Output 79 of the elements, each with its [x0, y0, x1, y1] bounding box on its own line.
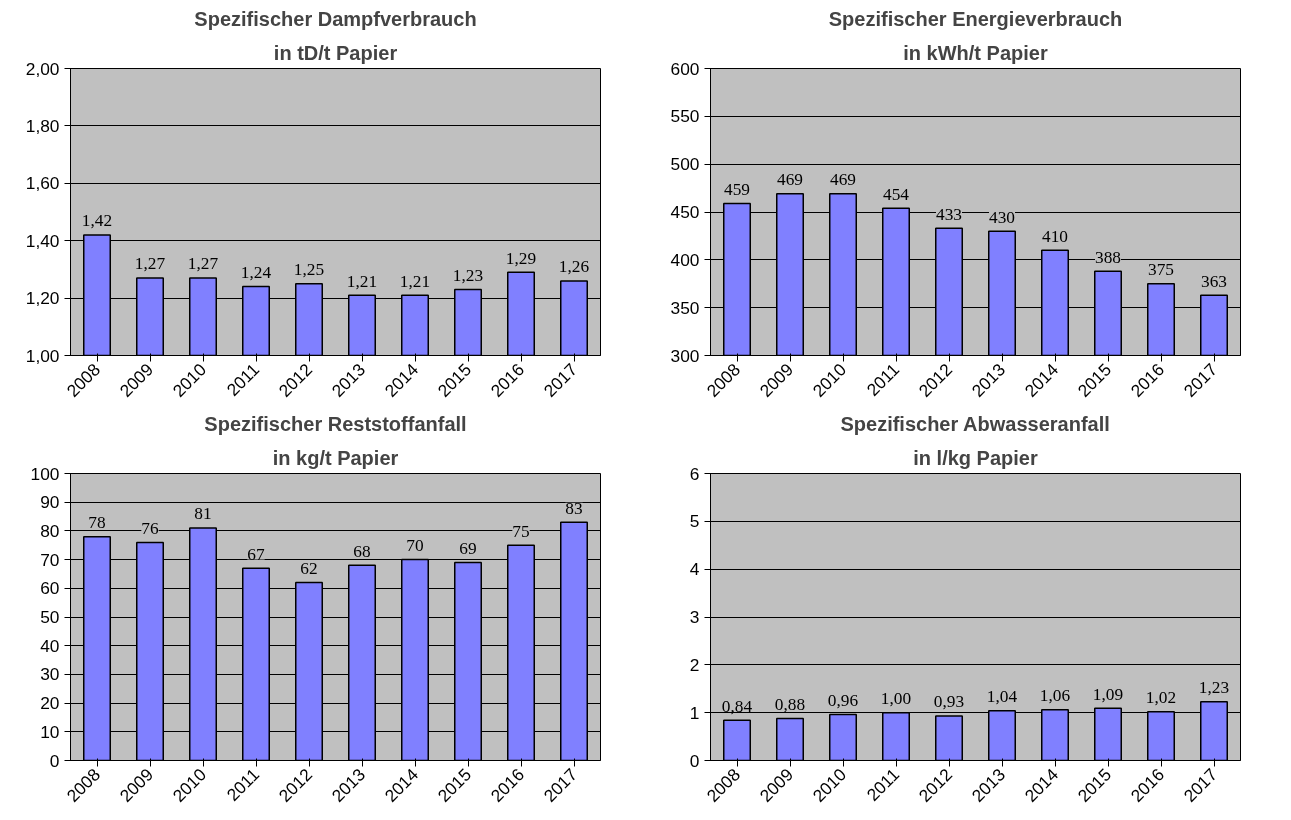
- data-label: 1,02: [1145, 688, 1177, 708]
- chart-title: Spezifischer Reststoffanfall: [204, 412, 467, 435]
- data-label: 1,27: [187, 254, 219, 274]
- data-label: 433: [936, 204, 962, 224]
- y-tick-label: 6: [689, 463, 700, 484]
- y-tick-label: 50: [40, 607, 60, 627]
- y-tick-label: 400: [670, 249, 700, 270]
- data-label: 78: [88, 513, 106, 533]
- data-label: 1,27: [134, 254, 166, 274]
- y-tick-label: 450: [670, 202, 700, 222]
- data-label: 83: [565, 498, 583, 518]
- data-label: 68: [353, 541, 371, 561]
- data-label: 1,00: [880, 689, 912, 709]
- y-tick-label: 300: [670, 345, 700, 366]
- data-label: 69: [459, 538, 477, 558]
- data-label: 430: [989, 207, 1015, 227]
- data-label: 81: [194, 504, 212, 524]
- data-label: 0,84: [721, 696, 753, 716]
- data-label: 469: [777, 170, 803, 190]
- y-tick-label: 10: [40, 721, 60, 742]
- y-tick-label: 500: [670, 154, 700, 175]
- data-label: 1,42: [81, 211, 113, 231]
- data-label: 1,23: [1198, 678, 1230, 698]
- data-label: 1,25: [293, 260, 325, 280]
- y-tick-label: 90: [40, 492, 60, 513]
- chart-subtitle: in l/kg Papier: [913, 446, 1038, 469]
- data-label: 1,04: [986, 687, 1018, 707]
- data-label: 363: [1201, 271, 1227, 291]
- data-label: 1,26: [558, 257, 590, 277]
- y-tick-label: 80: [40, 520, 60, 541]
- y-tick-label: 30: [40, 664, 60, 685]
- y-tick-label: 2: [689, 654, 700, 675]
- data-label: 459: [724, 179, 750, 199]
- chart-subtitle: in tD/t Papier: [273, 41, 398, 64]
- data-label: 70: [406, 535, 424, 555]
- y-tick-label: 100: [30, 463, 60, 484]
- y-tick-label: 60: [40, 578, 60, 599]
- y-tick-label: 20: [40, 693, 60, 714]
- y-tick-label: 550: [670, 106, 700, 127]
- data-label: 62: [300, 558, 318, 578]
- chart-title: Spezifischer Dampfverbrauch: [194, 7, 477, 30]
- y-tick-label: 1,80: [25, 115, 60, 136]
- y-tick-label: 1,40: [25, 230, 60, 251]
- data-label: 67: [247, 544, 265, 564]
- y-tick-label: 5: [689, 511, 700, 532]
- y-tick-label: 3: [689, 607, 700, 627]
- data-label: 0,88: [774, 694, 806, 714]
- data-label: 410: [1042, 226, 1068, 246]
- chart-subtitle: in kWh/t Papier: [903, 41, 1048, 64]
- y-tick-label: 1,60: [25, 173, 60, 194]
- y-tick-label: 1,20: [25, 288, 60, 309]
- data-label: 1,29: [505, 248, 537, 268]
- chart-title: Spezifischer Energieverbrauch: [828, 7, 1123, 30]
- data-label: 388: [1095, 247, 1121, 267]
- chart-title: Spezifischer Abwasseranfall: [840, 412, 1110, 435]
- data-label: 469: [830, 170, 856, 190]
- y-tick-label: 350: [670, 297, 700, 318]
- y-tick-label: 40: [40, 635, 60, 656]
- data-label: 0,93: [933, 692, 965, 712]
- y-tick-label: 1: [689, 702, 700, 723]
- data-label: 76: [141, 518, 159, 538]
- y-tick-label: 4: [689, 559, 700, 580]
- data-label: 0,96: [827, 690, 859, 710]
- y-tick-label: 0: [689, 750, 700, 771]
- y-tick-label: 2,00: [25, 58, 60, 79]
- data-label: 1,24: [240, 263, 272, 283]
- data-label: 454: [883, 184, 910, 204]
- data-label: 1,23: [452, 265, 484, 285]
- y-tick-label: 70: [40, 549, 60, 570]
- chart-subtitle: in kg/t Papier: [272, 446, 399, 469]
- y-tick-label: 0: [49, 750, 60, 771]
- data-label: 375: [1148, 260, 1174, 280]
- y-tick-label: 1,00: [25, 345, 60, 366]
- data-label: 1,21: [346, 271, 378, 291]
- data-label: 1,09: [1092, 684, 1124, 704]
- y-tick-label: 600: [670, 58, 700, 79]
- data-label: 75: [512, 521, 530, 541]
- data-label: 1,21: [399, 271, 431, 291]
- data-label: 1,06: [1039, 686, 1071, 706]
